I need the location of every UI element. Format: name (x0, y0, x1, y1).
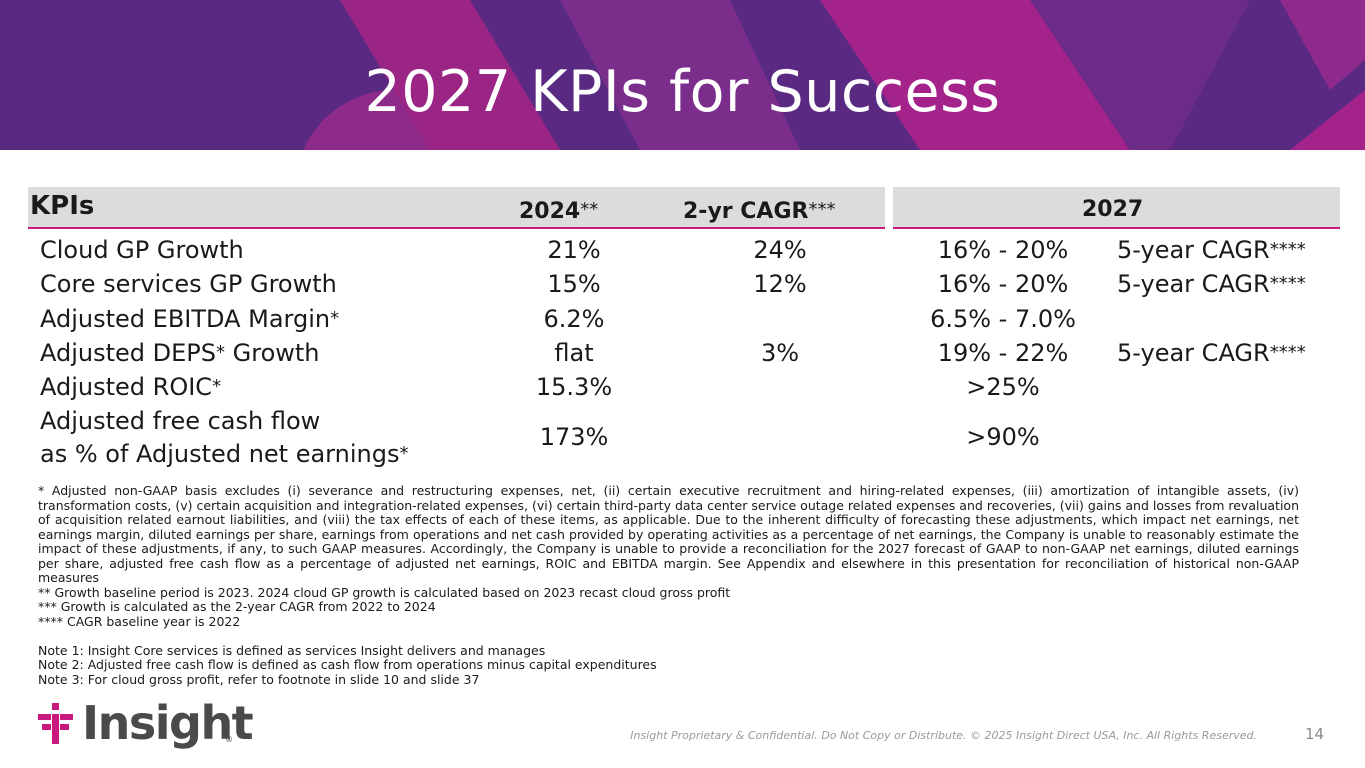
kpi-2027-target: >25% (966, 373, 1040, 401)
kpi-cagr-value: 12% (753, 270, 807, 298)
kpi-name-continued: as % of Adjusted net earnings* (40, 440, 409, 468)
kpi-2027-note: 5-year CAGR**** (1117, 270, 1306, 298)
kpi-name: Cloud GP Growth (40, 236, 244, 264)
header-2027: 2027 (1082, 197, 1144, 222)
header-2024: 2024** (519, 199, 599, 224)
confidentiality-notice: Insight Proprietary & Confidential. Do N… (630, 729, 1257, 742)
note-1: Note 1: Insight Core services is defined… (38, 642, 546, 658)
kpi-name: Core services GP Growth (40, 270, 337, 298)
header-kpis: KPIs (30, 191, 95, 221)
kpi-2024-value: 15.3% (535, 373, 613, 401)
kpi-2024-value: 6.2% (543, 305, 605, 333)
kpi-2027-target: 16% - 20% (937, 270, 1069, 298)
page-title: 2027 KPIs for Success (364, 59, 1001, 125)
kpi-2024-value: flat (554, 339, 594, 367)
footnotes: * Adjusted non-GAAP basis excludes (i) s… (38, 483, 1299, 687)
footnote-spacer (38, 629, 1299, 644)
kpi-name: Adjusted free cash flow (40, 407, 321, 435)
kpi-name: Adjusted ROIC* (40, 373, 222, 401)
title-banner: 2027 KPIs for Success (0, 0, 1365, 150)
kpi-name: Adjusted DEPS* Growth (40, 339, 320, 367)
kpi-2024-value: 21% (547, 236, 601, 264)
insight-logo-mark-icon (38, 703, 73, 744)
insight-logo-text: Insight (82, 696, 254, 750)
kpi-2027-target: 19% - 22% (937, 339, 1069, 367)
kpi-cagr-value: 3% (760, 339, 800, 367)
registered-mark: ® (225, 735, 233, 744)
table-header-right (893, 187, 1340, 229)
kpi-2027-note: 5-year CAGR**** (1117, 236, 1306, 264)
footnote-growth-baseline: ** Growth baseline period is 2023. 2024 … (38, 584, 731, 600)
table-header-left (28, 187, 885, 229)
kpi-2027-target: >90% (966, 423, 1040, 451)
note-3: Note 3: For cloud gross profit, refer to… (38, 671, 480, 687)
header-2yr-cagr: 2-yr CAGR*** (683, 199, 836, 224)
kpi-name: Adjusted EBITDA Margin* (40, 305, 340, 333)
kpi-2024-value: 15% (547, 270, 601, 298)
kpi-cagr-value: 24% (753, 236, 807, 264)
footnote-adjusted-basis: * Adjusted non-GAAP basis excludes (i) s… (38, 483, 1299, 585)
kpi-2027-target: 16% - 20% (937, 236, 1069, 264)
kpi-2027-note: 5-year CAGR**** (1117, 339, 1306, 367)
kpi-2027-target: 6.5% - 7.0% (930, 305, 1076, 333)
kpi-2024-value: 173% (539, 423, 609, 451)
banner-decoration (303, 0, 1365, 150)
page-number: 14 (1305, 725, 1325, 743)
footnote-cagr-calc: *** Growth is calculated as the 2-year C… (38, 599, 436, 614)
note-2: Note 2: Adjusted free cash flow is defin… (38, 657, 657, 672)
footnote-cagr-baseline: **** CAGR baseline year is 2022 (38, 613, 241, 629)
